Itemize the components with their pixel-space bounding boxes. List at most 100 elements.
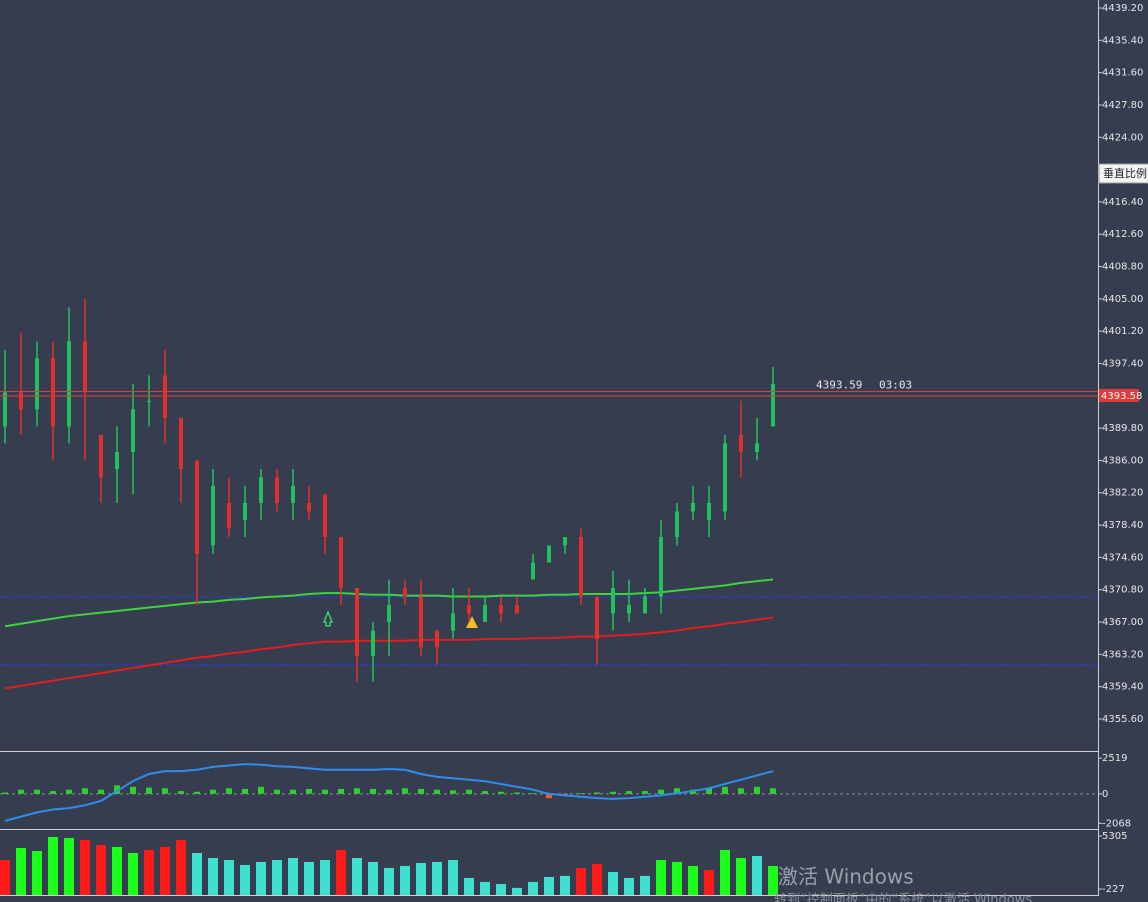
volume-bar bbox=[272, 860, 282, 895]
candle-body bbox=[19, 392, 23, 410]
candle-body bbox=[307, 502, 311, 512]
y-tick-label: 4382.20 bbox=[1102, 488, 1143, 499]
histogram-bar bbox=[418, 788, 424, 794]
volume-bar bbox=[496, 883, 506, 895]
y-tick-label: 4363.20 bbox=[1102, 649, 1143, 660]
volume-bar bbox=[704, 869, 714, 895]
candle-body bbox=[275, 477, 279, 503]
volume-bar bbox=[144, 849, 154, 895]
candle-body bbox=[163, 375, 167, 418]
volume-bar bbox=[320, 860, 330, 895]
volume-bar bbox=[400, 865, 410, 895]
volume-bar bbox=[656, 860, 666, 895]
volume-bar bbox=[288, 857, 298, 895]
candle-body bbox=[131, 409, 135, 452]
histogram-bar bbox=[338, 788, 344, 794]
volume-bar bbox=[560, 875, 570, 895]
candle-body bbox=[547, 545, 551, 563]
volume-bar bbox=[336, 849, 346, 895]
time-annotation: 03:03 bbox=[879, 379, 912, 392]
histogram-bar bbox=[642, 791, 648, 794]
histogram-bar bbox=[738, 788, 744, 794]
histogram-bar bbox=[530, 793, 536, 794]
volume-bar bbox=[304, 861, 314, 895]
volume-bar bbox=[64, 837, 74, 895]
watermark: 激活 Windows bbox=[778, 865, 914, 889]
histogram-bar bbox=[754, 786, 760, 794]
volume-bar bbox=[192, 853, 202, 895]
candle-body bbox=[355, 587, 359, 657]
candle-body bbox=[291, 485, 295, 503]
candle-body bbox=[451, 613, 455, 631]
y-tick-label: 4397.40 bbox=[1102, 358, 1143, 369]
histogram-bar bbox=[194, 791, 200, 794]
y-tick-label: 4405.00 bbox=[1102, 294, 1143, 305]
histogram-bar bbox=[258, 786, 264, 794]
candle-body bbox=[771, 383, 775, 427]
candle-body bbox=[691, 502, 695, 512]
volume-bar bbox=[160, 846, 170, 895]
signal-arrow bbox=[323, 610, 333, 627]
volume-bar bbox=[432, 861, 442, 895]
volume-bar bbox=[208, 857, 218, 895]
candle-body bbox=[339, 536, 343, 588]
candle-body bbox=[563, 536, 567, 546]
candle-body bbox=[83, 341, 87, 393]
volume-bar bbox=[384, 867, 394, 895]
volume-bar bbox=[176, 839, 186, 895]
histogram-bar bbox=[114, 785, 120, 794]
candle-body bbox=[179, 417, 183, 469]
volume-bar bbox=[672, 861, 682, 895]
volume-bar bbox=[368, 861, 378, 895]
volume-bar bbox=[512, 887, 522, 895]
histogram-bar bbox=[514, 792, 520, 794]
volume-bar bbox=[352, 857, 362, 895]
histogram-bar bbox=[354, 788, 360, 794]
y-tick-label: 4386.00 bbox=[1102, 455, 1143, 466]
y-tick-label: 4355.60 bbox=[1102, 714, 1143, 725]
candle-body bbox=[515, 605, 519, 614]
candle-body bbox=[435, 630, 439, 648]
histogram-bar bbox=[434, 789, 440, 794]
histogram-bar bbox=[498, 791, 504, 794]
volume-bar bbox=[624, 877, 634, 895]
histogram-bar bbox=[34, 789, 40, 794]
volume-bar bbox=[48, 836, 58, 895]
volume-bar bbox=[16, 848, 26, 895]
histogram-bar bbox=[322, 789, 328, 794]
candle-body bbox=[371, 630, 375, 657]
candle-body bbox=[739, 434, 743, 452]
candle-body bbox=[707, 502, 711, 520]
volume-bar bbox=[256, 861, 266, 895]
volume-bar bbox=[768, 865, 778, 895]
candle-body bbox=[51, 358, 55, 427]
scale-button-label[interactable]: 垂直比例 bbox=[1103, 166, 1147, 180]
volume-bar bbox=[576, 867, 586, 895]
candle-body bbox=[483, 605, 487, 623]
volume-bar bbox=[416, 862, 426, 895]
volume-bar bbox=[0, 860, 10, 895]
histogram-bar bbox=[66, 789, 72, 794]
volume-bar bbox=[96, 844, 106, 895]
y-tick-label: 0 bbox=[1102, 789, 1108, 800]
y-tick-label: 5305 bbox=[1102, 831, 1127, 842]
y-tick-label: 4370.80 bbox=[1102, 585, 1143, 596]
y-tick-label: 4374.60 bbox=[1102, 552, 1143, 563]
histogram-bar bbox=[2, 792, 8, 794]
histogram-bar bbox=[482, 791, 488, 794]
candle-body bbox=[579, 536, 583, 597]
watermark: 转到“控制面板”中的“系统”以激活 Windows bbox=[774, 892, 1032, 902]
histogram-bar bbox=[146, 787, 152, 794]
volume-bar bbox=[128, 853, 138, 895]
candle-body bbox=[3, 392, 7, 427]
candle-body bbox=[67, 341, 71, 427]
volume-bar bbox=[240, 864, 250, 895]
candle-body bbox=[643, 596, 647, 614]
y-tick-label: 4439.20 bbox=[1102, 3, 1143, 14]
histogram-bar bbox=[130, 786, 136, 794]
volume-bar bbox=[448, 860, 458, 895]
scale-button[interactable] bbox=[1098, 163, 1148, 184]
